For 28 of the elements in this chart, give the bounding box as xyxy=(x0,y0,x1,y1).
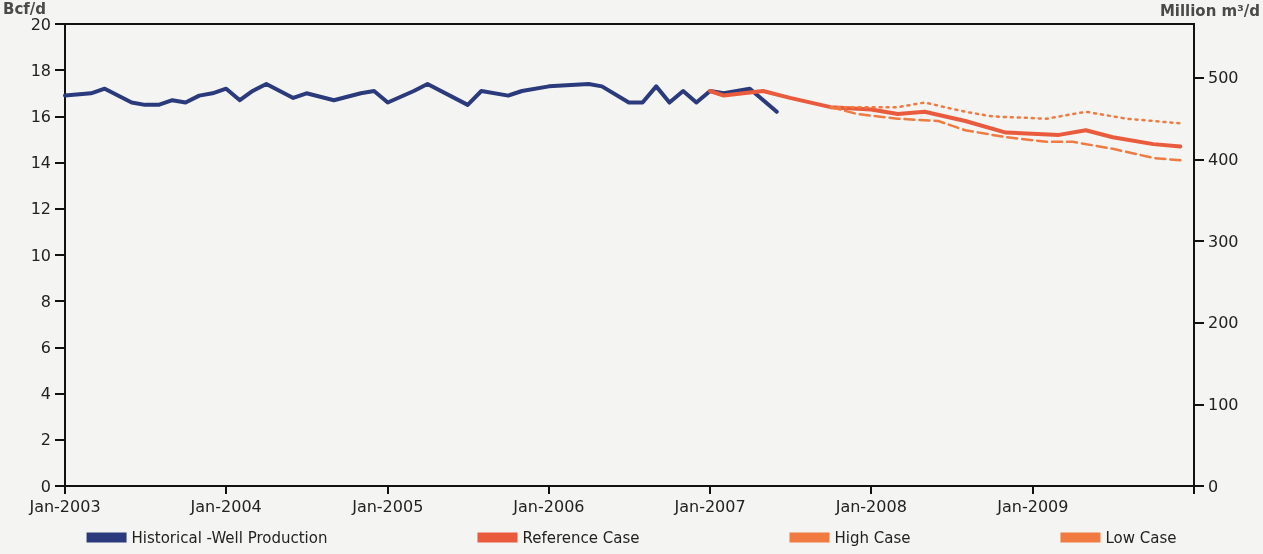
x-tick-label: Jan-2004 xyxy=(189,496,262,516)
y2-axis-title: Million m³/d xyxy=(1159,1,1260,20)
y2-tick-label: 100 xyxy=(1208,394,1239,414)
y2-tick-label: 0 xyxy=(1208,476,1219,496)
legend-label: Low Case xyxy=(1105,528,1177,547)
x-tick-label: Jan-2009 xyxy=(996,496,1069,516)
x-tick-label: Jan-2003 xyxy=(28,496,101,516)
y-tick-label: 4 xyxy=(40,384,51,404)
y2-tick-label: 400 xyxy=(1208,150,1239,169)
x-tick-label: Jan-2006 xyxy=(512,496,585,516)
x-tick-label: Jan-2005 xyxy=(351,496,424,516)
y-tick-label: 16 xyxy=(30,106,51,126)
y-tick-label: 10 xyxy=(30,245,51,265)
y-tick-label: 0 xyxy=(40,476,51,496)
y2-tick-label: 200 xyxy=(1208,313,1239,333)
y-tick-label: 12 xyxy=(30,199,51,219)
y-tick-label: 2 xyxy=(40,430,51,450)
legend-label: Historical -Well Production xyxy=(131,528,328,547)
y-tick-label: 14 xyxy=(30,153,51,173)
y-tick-label: 8 xyxy=(40,291,51,311)
y-tick-label: 18 xyxy=(30,60,51,80)
y2-tick-label: 300 xyxy=(1208,231,1239,251)
x-tick-label: Jan-2007 xyxy=(673,496,746,516)
legend-label: Reference Case xyxy=(522,528,640,547)
x-tick-label: Jan-2008 xyxy=(834,496,907,516)
y2-tick-label: 500 xyxy=(1208,68,1239,88)
legend-label: High Case xyxy=(834,528,911,547)
y-tick-label: 6 xyxy=(40,337,51,357)
